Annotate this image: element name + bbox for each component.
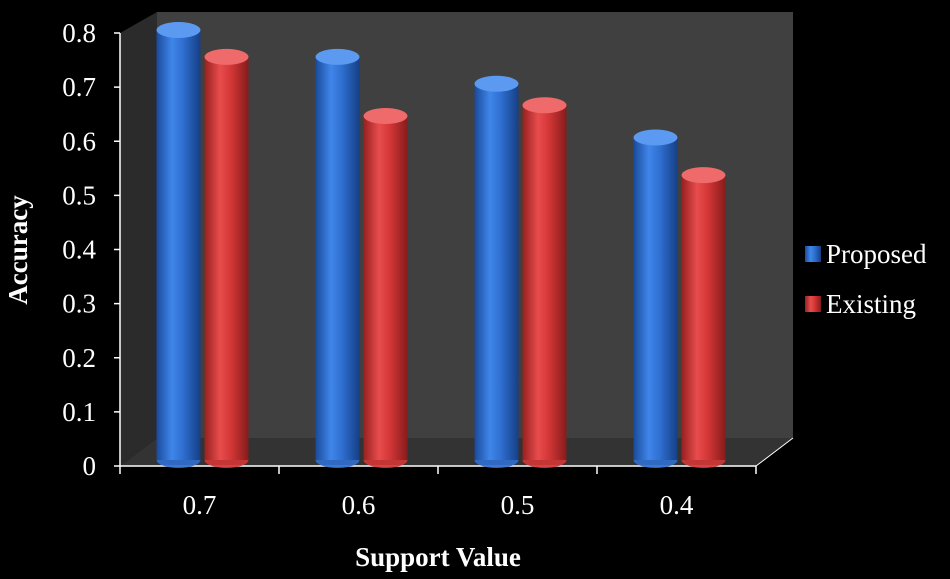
x-tick-label: 0.4 [660, 490, 694, 520]
bar-cap [315, 48, 360, 65]
bar-body [156, 30, 201, 460]
bar-body [363, 116, 408, 460]
y-axis-title: Accuracy [3, 195, 33, 305]
bar-series [156, 22, 726, 468]
y-tick-label: 0.5 [62, 180, 96, 210]
y-tick-label: 0.2 [62, 343, 96, 373]
y-tick-label: 0.1 [62, 397, 96, 427]
bar-body [474, 83, 519, 460]
legend-label-existing: Existing [826, 289, 916, 319]
bar-existing [681, 167, 726, 468]
legend: Proposed Existing [805, 239, 927, 319]
legend-swatch-existing [805, 296, 821, 312]
bar-existing [204, 48, 249, 468]
legend-item-proposed: Proposed [805, 239, 927, 269]
bar-body [633, 137, 678, 460]
bar-existing [363, 108, 408, 468]
y-tick-label: 0 [83, 451, 97, 481]
bar-proposed [315, 48, 360, 468]
legend-swatch-proposed [805, 246, 821, 262]
x-tick-label: 0.5 [501, 490, 535, 520]
bar-body [522, 105, 567, 460]
bar-body [681, 175, 726, 460]
bar-body [204, 56, 249, 460]
y-tick-label: 0.6 [62, 126, 96, 156]
chart-floor [120, 438, 793, 466]
bar-cap [522, 97, 567, 114]
x-axis-title: Support Value [355, 542, 521, 572]
y-tick-label: 0.3 [62, 289, 96, 319]
legend-label-proposed: Proposed [826, 239, 927, 269]
bar-proposed [633, 129, 678, 468]
floor-edge-right [755, 437, 794, 467]
x-tick-label: 0.7 [183, 490, 217, 520]
bar-cap [474, 75, 519, 92]
bar-cap [633, 129, 678, 146]
x-tick-label: 0.6 [342, 490, 376, 520]
y-tick-label: 0.8 [62, 18, 96, 48]
chart-left-wall [120, 12, 157, 466]
bar-existing [522, 97, 567, 468]
bar-cap [363, 108, 408, 124]
bar-body [315, 56, 360, 460]
bar-cap [204, 48, 249, 65]
y-axis-ticks: 0 0.1 0.2 0.3 0.4 0.5 0.6 0.7 0.8 [62, 18, 120, 481]
x-axis-ticks: 0.7 0.6 0.5 0.4 [119, 466, 757, 520]
bar-proposed [474, 75, 519, 468]
bar-cap [156, 22, 201, 38]
bar-cap [681, 167, 726, 184]
y-tick-label: 0.7 [62, 72, 96, 102]
bar-proposed [156, 22, 201, 468]
legend-item-existing: Existing [805, 289, 916, 319]
y-tick-label: 0.4 [62, 235, 96, 265]
